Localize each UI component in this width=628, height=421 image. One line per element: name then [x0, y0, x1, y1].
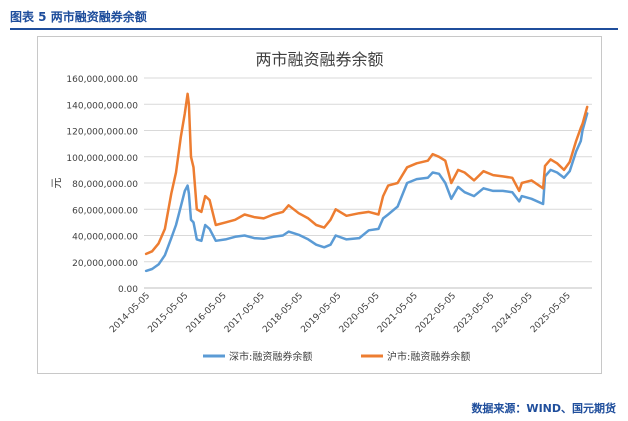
data-source: 数据来源：WIND、国元期货	[471, 402, 616, 415]
y-tick-labels: 0.00 20,000,000.00 40,000,000.00 60,000,000…	[66, 75, 138, 295]
y-tick-label: 100,000,000.00	[66, 154, 138, 164]
series-line-2	[144, 92, 589, 256]
y-axis-label: 元	[50, 178, 63, 189]
series-line-1	[144, 112, 589, 273]
y-tick-label: 80,000,000.00	[72, 180, 138, 190]
chart-frame: 两市融资融券余额 元 0.00 20,000,000.00 40,000,000.0…	[37, 36, 602, 374]
y-tick-label: 40,000,000.00	[72, 233, 138, 243]
y-tick-label: 160,000,000.00	[66, 75, 138, 85]
series-lines	[144, 92, 589, 273]
y-tick-label: 0.00	[118, 285, 138, 295]
x-tick-labels: 2014-05-052015-05-052016-05-052017-05-05…	[108, 291, 573, 335]
y-tick-label: 140,000,000.00	[66, 101, 138, 111]
legend: 深市:融资融券余额 沪市:融资融券余额	[203, 350, 470, 363]
legend-label: 深市:融资融券余额	[229, 350, 312, 363]
line-chart: 两市融资融券余额 元 0.00 20,000,000.00 40,000,000.0…	[50, 50, 592, 363]
y-tick-label: 120,000,000.00	[66, 128, 138, 138]
title-rule	[10, 28, 618, 30]
y-tick-label: 60,000,000.00	[72, 206, 138, 216]
gridlines	[144, 77, 592, 289]
chart-title: 两市融资融券余额	[255, 50, 383, 69]
legend-label: 沪市:融资融券余额	[387, 350, 470, 363]
x-tick-label: 2025-05-05	[529, 291, 573, 335]
figure-title: 图表 5 两市融资融券余额	[10, 10, 147, 24]
y-tick-label: 20,000,000.00	[72, 259, 138, 269]
